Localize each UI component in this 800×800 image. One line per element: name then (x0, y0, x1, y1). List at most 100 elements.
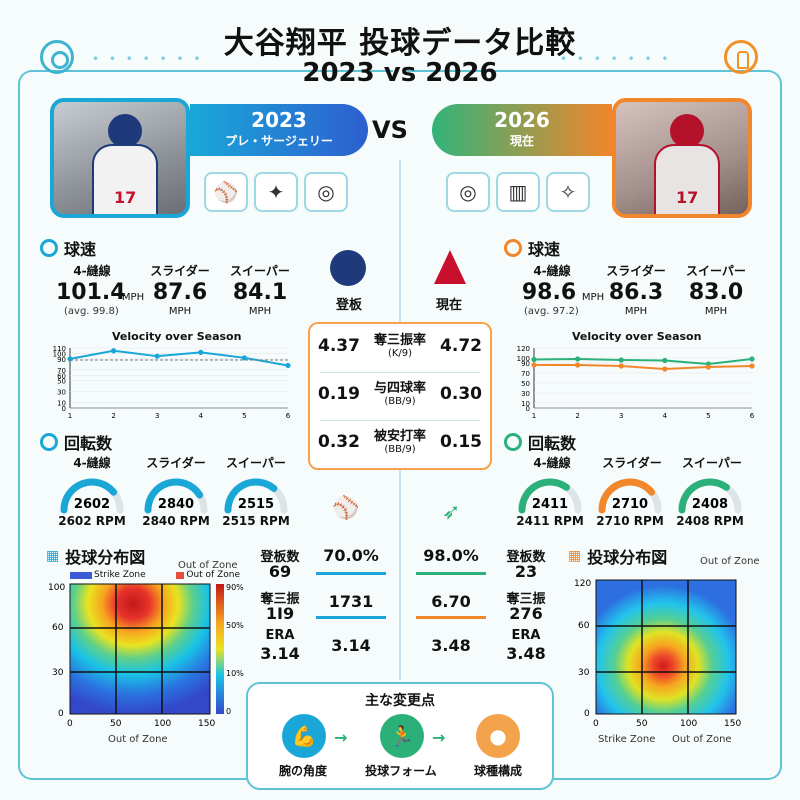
x-tick-label: 2 (575, 412, 579, 420)
x-tick-label: 1 (532, 412, 536, 420)
strike-percentage: 98.0% (423, 546, 479, 565)
x-tick-label: 5 (706, 412, 710, 420)
fast-ball-icon: ➶ (442, 500, 461, 525)
y-tick: 30 (578, 668, 590, 678)
strike-percentage: 70.0% (323, 546, 379, 565)
spin-gauge: 2602 (60, 478, 124, 514)
arrow-icon: → (432, 728, 446, 747)
change-label: 球種構成 (473, 764, 522, 778)
spin-rpm-label: 2840 RPM (142, 514, 210, 528)
strikeouts-center: 1731 (328, 592, 374, 611)
grid-icon: ▦ (46, 548, 60, 564)
strike-bar (416, 572, 486, 575)
pitch-name: 4-縫線 (73, 456, 111, 470)
x-tick: 0 (67, 719, 73, 729)
spin-gauge: 2710 (598, 478, 662, 514)
velocity-title-left: 球速 (40, 236, 96, 260)
velocity-average: (avg. 97.2) (524, 306, 579, 317)
angels-logo-icon (434, 250, 466, 284)
gauge-fill (518, 478, 570, 514)
era-label: ERA (265, 628, 295, 643)
spin-title-left: 回転数 (40, 430, 112, 454)
chart-title: Velocity over Season (572, 330, 702, 343)
x-tick-label: 4 (199, 412, 204, 420)
rotation-icon (40, 433, 58, 451)
changes-panel: 主な変更点 💪 → 🏃 → ● 腕の角度 投球フォーム 球種構成 (246, 682, 554, 790)
x-tick: 50 (110, 719, 122, 729)
heatmap-xlabel: Out of Zone (108, 734, 168, 745)
strikeouts-value: 276 (509, 604, 543, 623)
pitch-name: スイーパー (686, 264, 746, 278)
spin-rpm-label: 2408 RPM (676, 514, 744, 528)
strikeouts-value: 1I9 (265, 604, 295, 623)
y-tick-label: 100 (517, 355, 530, 363)
y-tick-label: 0 (62, 405, 66, 413)
grid-icon: ▦ (568, 548, 582, 564)
bar-chart-icon: ▥ (496, 172, 540, 212)
left-frame (18, 70, 393, 780)
spin-rpm-label: 2602 RPM (58, 514, 126, 528)
color-scale (216, 584, 224, 714)
icon-row-left: ⚾ ✦ ◎ (204, 172, 348, 212)
pitch-name: スライダー (146, 456, 206, 470)
gear-icon (40, 40, 74, 74)
gauge-value: 2710 (612, 497, 648, 512)
legend-swatch (70, 571, 92, 579)
strikeouts-bar (316, 616, 386, 619)
player-head (108, 114, 142, 148)
page-subtitle: 2023 vs 2026 (302, 58, 498, 88)
x-tick-label: 4 (663, 412, 668, 420)
data-point (618, 357, 624, 363)
chart-title: Velocity over Season (112, 330, 242, 343)
changes-title: 主な変更点 (365, 693, 435, 709)
gauge-value: 2408 (692, 497, 728, 512)
x-tick: 100 (154, 719, 171, 729)
heatmap-border (595, 579, 737, 715)
era-value: 3.14 (260, 644, 300, 663)
strikeouts-label: 奪三振 (506, 592, 546, 607)
spin-gauge: 2840 (144, 478, 208, 514)
appearances-value: 69 (268, 562, 292, 581)
heatmap-fill (70, 584, 210, 714)
appearances-label: 登板数 (506, 550, 546, 565)
pitch-mix-icon: ● (476, 714, 520, 758)
page-title: 大谷翔平 投球データ比較 (223, 26, 577, 61)
y-tick: 60 (52, 623, 64, 633)
gauge-fill (224, 478, 278, 514)
scale-label: 10% (226, 669, 244, 678)
stat-sublabel: (BB/9) (384, 396, 416, 407)
jersey-number: 17 (676, 188, 699, 207)
velocity-unit: MPH (168, 306, 192, 317)
pitching-form-icon: 🏃 (380, 714, 424, 758)
stat-left-value: 0.19 (318, 384, 360, 404)
pitch-name: スイーパー (226, 456, 286, 470)
jersey-number: 17 (114, 188, 137, 207)
stat-label: 与四球率 (373, 381, 426, 396)
velocity-title-right: 球速 (504, 236, 560, 260)
strikeouts-label: 奪三振 (260, 592, 300, 607)
strikeouts-bar (416, 616, 486, 619)
spin-gauge: 2515 (224, 478, 288, 514)
data-point (618, 363, 624, 369)
banner-year: 2026 (494, 108, 550, 132)
arrow-icon: → (334, 728, 348, 747)
era-label: ERA (511, 628, 541, 643)
player-head (670, 114, 704, 148)
data-point (111, 348, 117, 354)
banner-2023: 2023 プレ・サージェリー (190, 104, 368, 156)
x-tick-label: 2 (111, 412, 115, 420)
speedometer-icon (40, 239, 58, 257)
series-line (534, 364, 753, 371)
heatmap-left: 90% 50% 10% 0 100 60 30 0 0 50 100 150 (48, 583, 244, 729)
y-tick-label: 70 (521, 370, 530, 378)
velocity-value: 83.0 (688, 280, 744, 305)
pitcher-icon: ✧ (546, 172, 590, 212)
era-center: 3.48 (431, 636, 471, 655)
change-label: 投球フォーム (365, 764, 437, 778)
data-point (575, 362, 581, 368)
banner-2026: 2026 現在 (432, 104, 612, 156)
spin-gauge: 2411 (518, 478, 582, 514)
spin-rpm-label: 2710 RPM (596, 514, 664, 528)
